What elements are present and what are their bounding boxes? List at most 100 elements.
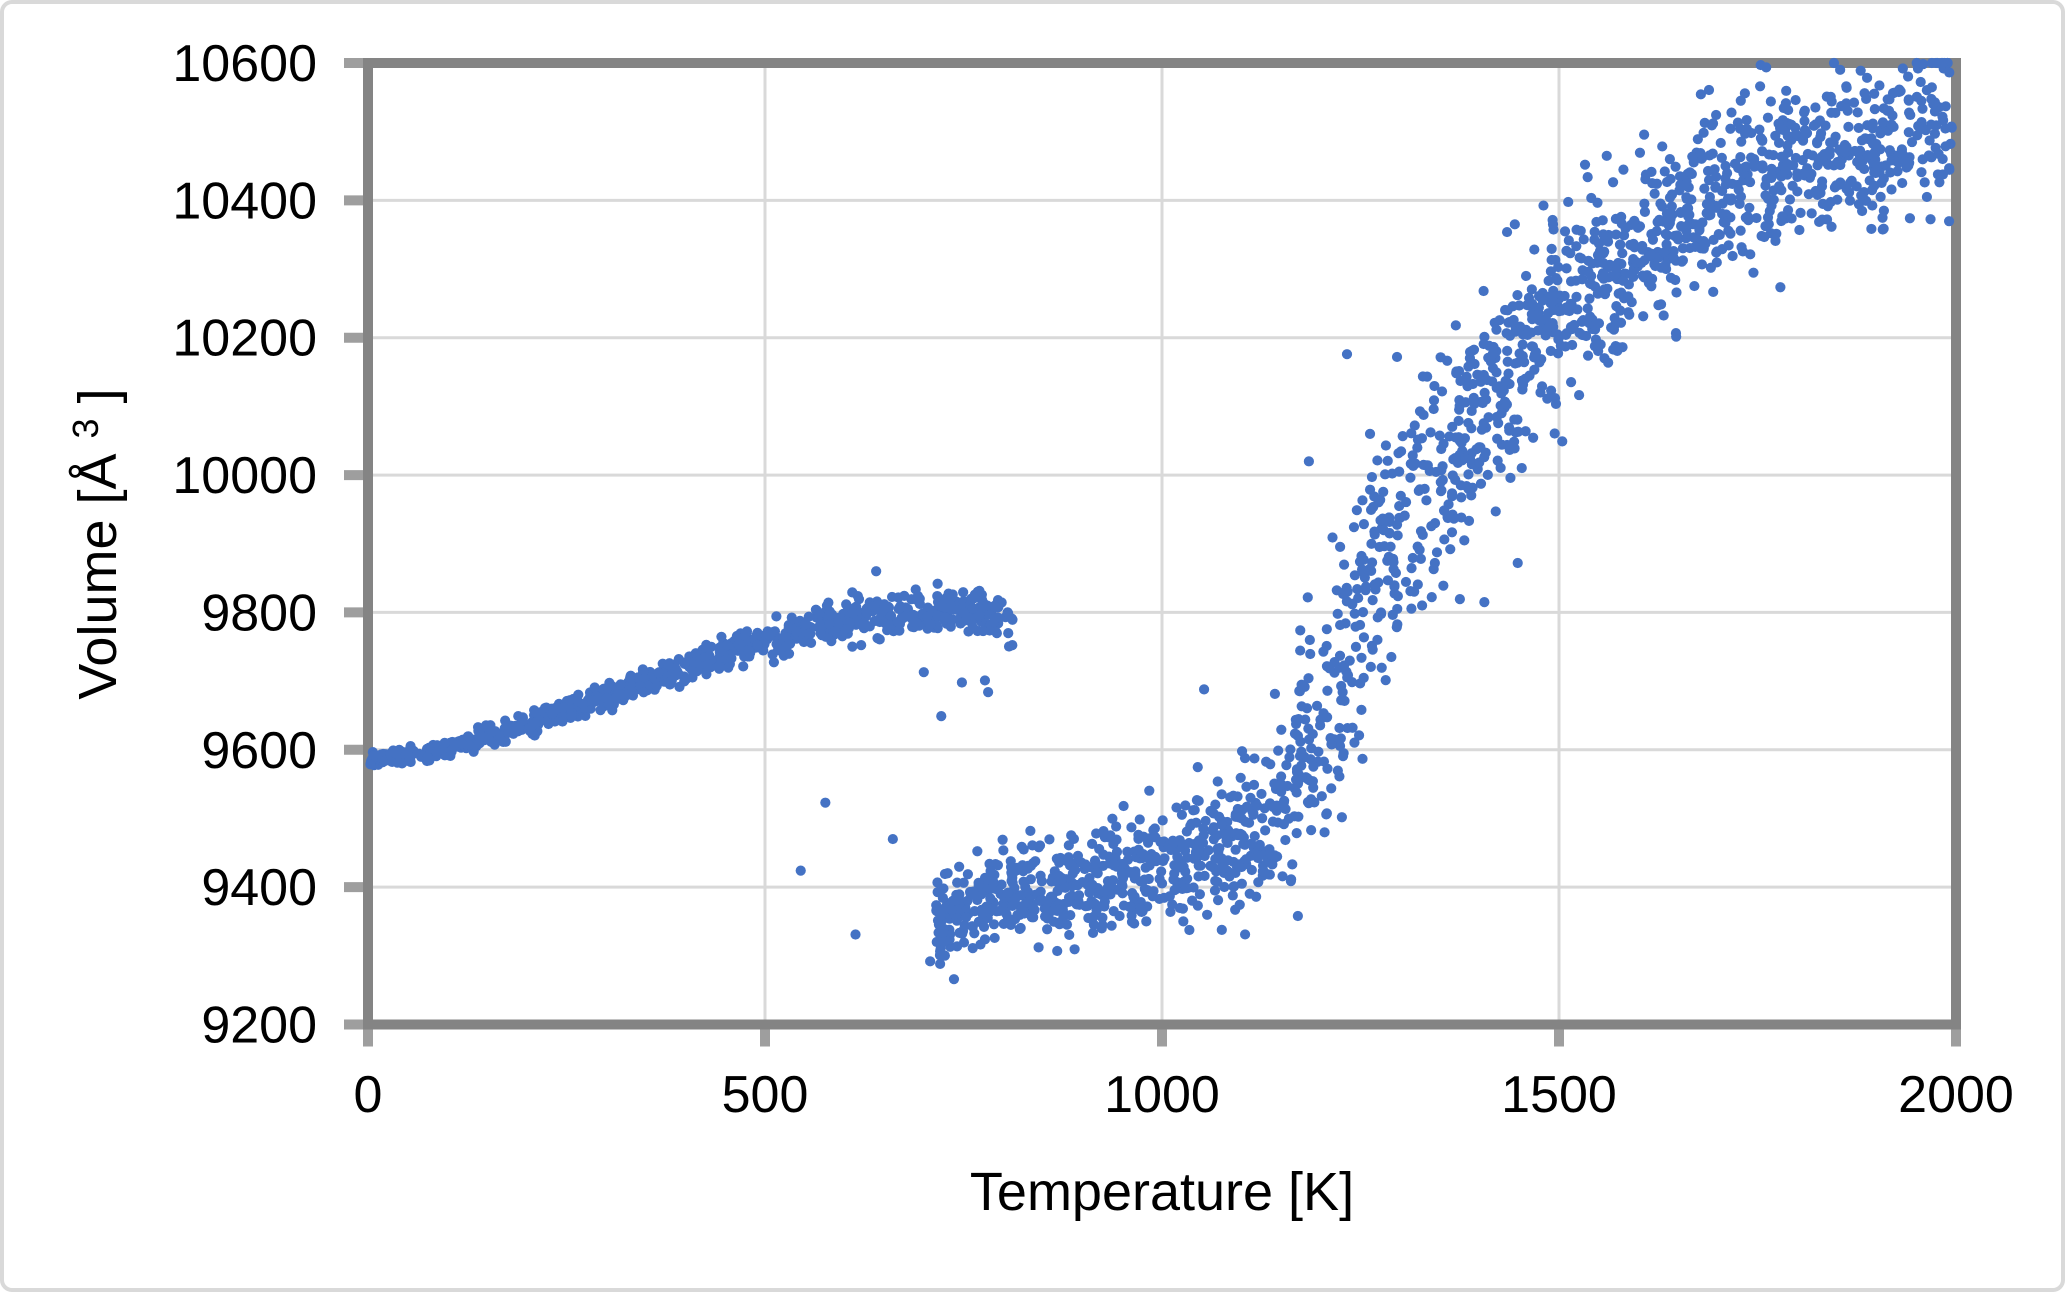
data-point [1108, 906, 1119, 917]
data-point [1937, 153, 1948, 165]
data-point [1367, 557, 1378, 568]
data-point [1517, 379, 1529, 390]
data-point [1072, 850, 1084, 861]
data-point [1316, 791, 1327, 802]
data-point [1412, 579, 1423, 590]
data-point [1526, 284, 1537, 295]
y-axis-title-close: ] [68, 388, 128, 403]
data-point [1748, 267, 1759, 278]
y-tick-label: 10600 [172, 35, 317, 93]
data-point [1305, 648, 1316, 660]
data-point [1015, 922, 1026, 934]
data-point [607, 705, 618, 716]
data-point [1445, 544, 1456, 555]
data-point [1703, 210, 1715, 221]
data-point [783, 648, 795, 659]
data-point [876, 606, 887, 618]
data-point [1042, 896, 1053, 907]
data-point [1052, 945, 1063, 957]
data-point [1210, 875, 1221, 887]
data-point [1412, 442, 1423, 453]
data-point [1291, 764, 1303, 775]
data-point [1174, 902, 1186, 914]
data-point [1331, 585, 1342, 596]
data-point [1305, 794, 1317, 805]
data-point [1590, 334, 1602, 345]
data-point [1126, 822, 1137, 833]
data-point [1425, 427, 1436, 438]
data-point [1501, 226, 1513, 238]
data-point [1063, 852, 1074, 863]
data-point [1376, 662, 1387, 673]
data-point [1817, 214, 1828, 225]
data-point [1216, 819, 1227, 830]
data-point [1549, 393, 1561, 404]
data-point [1574, 389, 1585, 401]
data-point [1005, 856, 1016, 867]
data-point [1799, 115, 1810, 127]
data-point [1356, 564, 1368, 575]
data-point [476, 731, 487, 743]
data-point [1418, 459, 1429, 470]
data-point [1334, 722, 1345, 734]
data-point [1878, 223, 1889, 234]
data-point [1676, 256, 1687, 267]
data-point [1395, 490, 1406, 501]
data-point [1036, 876, 1047, 887]
data-point [1502, 345, 1513, 356]
data-point [892, 616, 903, 628]
data-point [557, 716, 568, 727]
data-point [1911, 91, 1922, 102]
data-point [1900, 157, 1912, 168]
data-point [1178, 916, 1189, 927]
data-point [1360, 581, 1372, 592]
data-point [1504, 425, 1515, 436]
data-point [1385, 541, 1396, 552]
data-point [1273, 745, 1284, 756]
data-point [1886, 184, 1897, 195]
data-point [463, 731, 474, 742]
data-point [1107, 813, 1118, 824]
data-point [1302, 592, 1313, 603]
data-point [1833, 179, 1844, 191]
data-point [1766, 200, 1777, 211]
data-point [1463, 417, 1474, 429]
data-point [1468, 392, 1479, 404]
data-point [670, 670, 682, 681]
data-point [1650, 260, 1661, 272]
data-point [1099, 828, 1110, 840]
data-point [387, 756, 398, 768]
data-point [1768, 149, 1779, 161]
data-point [997, 834, 1008, 845]
data-point [716, 631, 727, 642]
data-point [940, 592, 952, 604]
data-point [1180, 800, 1191, 811]
data-point [1546, 385, 1557, 396]
data-point [1543, 322, 1554, 333]
data-point [1744, 202, 1755, 213]
data-point [1236, 746, 1248, 757]
data-point [1296, 746, 1307, 757]
data-point [1097, 920, 1108, 931]
data-point [1422, 371, 1433, 382]
data-point [1238, 832, 1249, 843]
data-point [1705, 262, 1716, 273]
data-point [572, 696, 584, 707]
y-tick-label: 10200 [172, 310, 317, 368]
data-point [1290, 774, 1302, 785]
data-point [1098, 849, 1109, 860]
data-point [1666, 201, 1677, 212]
data-point [894, 625, 905, 636]
data-point [1366, 538, 1377, 549]
data-point [1598, 273, 1609, 284]
data-point [1212, 895, 1224, 906]
data-point [1893, 157, 1904, 169]
data-point [1557, 436, 1568, 447]
data-point [951, 941, 963, 952]
data-points [365, 57, 1957, 985]
data-point [1002, 607, 1013, 618]
data-point [1578, 234, 1589, 245]
data-point [1553, 261, 1564, 273]
data-point [566, 711, 577, 722]
